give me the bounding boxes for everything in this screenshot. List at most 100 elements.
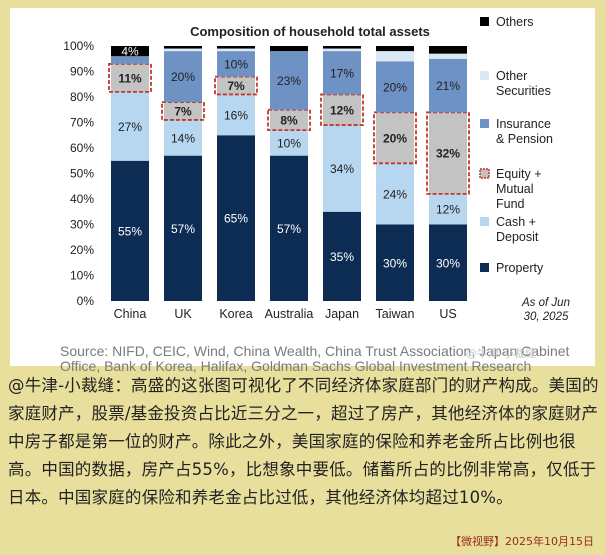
data-label: 32% [436,147,460,161]
bar-segment-insurance-pension [111,56,149,64]
data-label: 35% [330,250,354,264]
data-label: 12% [436,203,460,217]
bar-segment-cash-deposit [270,130,308,156]
bar-segment-others [217,46,255,49]
legend-swatch [480,263,489,272]
bar-segment-property [429,224,467,301]
legend-swatch [479,168,490,179]
data-label: 20% [383,131,407,145]
legend-swatch [480,17,489,26]
x-tick-label: Japan [325,307,359,321]
legend-label: Others [496,15,534,29]
data-label: 4% [121,45,139,59]
bar-segment-property [376,224,414,301]
bar-segment-cash-deposit [164,119,202,156]
bar-segment-property [270,155,308,301]
data-label: 14% [171,131,195,145]
y-tick-label: 80% [70,90,94,104]
data-label: 21% [436,79,460,93]
bar-segment-others [376,46,414,52]
bar-segment-insurance-pension [376,61,414,113]
bar-segment-property [323,211,361,301]
data-label: 7% [174,105,192,119]
y-tick-label: 90% [70,65,94,79]
data-label: 24% [383,187,407,201]
bar-segment-property [164,155,202,301]
stacked-bar-chart: Composition of household total assets 0% 1… [63,15,570,323]
y-tick-label: 20% [70,243,94,257]
bar-segment-cash-deposit [429,193,467,225]
y-tick-label: 70% [70,116,94,130]
y-tick-label: 30% [70,218,94,232]
data-label: 16% [224,108,248,122]
legend-swatch [480,217,489,226]
chart-panel: Composition of household total assets 0% 1… [10,8,595,374]
y-tick-label: 10% [70,269,94,283]
y-tick-label: 0% [77,294,95,308]
bar-segment-insurance-pension [217,51,255,77]
source-note: Source: NIFD, CEIC, Wind, China Wealth, … [60,343,570,374]
x-tick-label: Australia [265,307,314,321]
legend-swatch [480,119,489,128]
data-label: 20% [383,80,407,94]
bar-segment-others [111,46,149,57]
legend-label: Equity + Mutual Fund [496,167,542,211]
date-annotation: As of Jun 30, 2025 [521,297,570,323]
bar-segment-cash-deposit [111,91,149,161]
data-label: 12% [330,103,354,117]
bar-segment-cash-deposit [217,94,255,136]
bar-segment-equity-mutual-fund [111,63,149,92]
bar-segment-equity-mutual-fund [270,109,308,131]
bar-segment-property [111,160,149,301]
bar-segment-cash-deposit [376,163,414,225]
date-footer: 【微视野】2025年10月15日 [450,535,594,548]
y-tick-label: 40% [70,192,94,206]
data-label: 57% [277,222,301,236]
bar-segment-equity-mutual-fund [323,94,361,126]
bar-segment-equity-mutual-fund [429,112,467,194]
x-tick-label: Korea [219,307,252,321]
legend-label: Cash + Deposit [496,215,539,244]
data-label: 7% [227,79,245,93]
bar-segment-other-securities [164,48,202,52]
bar-segment-other-securities [217,48,255,52]
data-label: 65% [224,212,248,226]
bar-segment-other-securities [429,53,467,59]
bar-segment-other-securities [376,51,414,62]
bar-segment-insurance-pension [429,58,467,113]
bar-segment-equity-mutual-fund [164,102,202,120]
bar-segment-cash-deposit [323,125,361,212]
y-tick-label: 60% [70,141,94,155]
bar-segment-others [323,46,361,49]
data-label: 55% [118,224,142,238]
bar-segment-others [164,46,202,49]
data-label: 30% [436,256,460,270]
bar-segment-equity-mutual-fund [217,76,255,95]
data-label: 11% [118,71,142,85]
y-tick-label: 50% [70,167,94,181]
x-tick-label: UK [174,307,192,321]
bar-segment-equity-mutual-fund [376,112,414,164]
watermark: @牛津-小裁缝 [466,347,536,360]
x-tick-label: China [114,307,147,321]
y-tick-label: 100% [63,39,94,53]
data-label: 20% [171,70,195,84]
commentary-text: @牛津-小裁缝：高盛的这张图可视化了不同经济体家庭部门的财产构成。美国的家庭财产… [8,376,599,507]
data-label: 10% [277,136,301,150]
data-label: 34% [330,162,354,176]
data-label: 57% [171,222,195,236]
x-tick-label: Taiwan [376,307,415,321]
bar-segment-insurance-pension [323,51,361,95]
data-label: 23% [277,74,301,88]
data-label: 8% [280,113,298,127]
x-tick-label: US [439,307,456,321]
bar-segment-others [429,46,467,54]
legend-label: Property [496,261,544,275]
bar-segment-other-securities [323,48,361,52]
data-label: 30% [383,256,407,270]
data-label: 27% [118,120,142,134]
bar-segment-insurance-pension [164,51,202,103]
data-label: 17% [330,66,354,80]
data-label: 10% [224,57,248,71]
bar-segment-others [270,46,308,52]
